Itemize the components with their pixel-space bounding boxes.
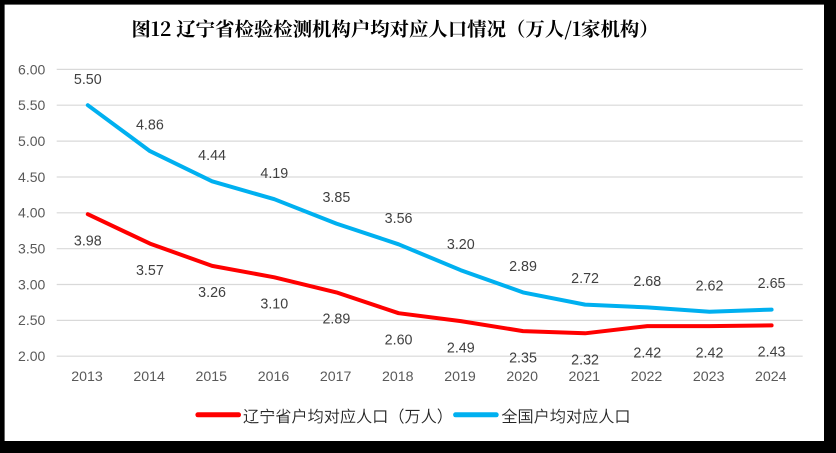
svg-text:4.86: 4.86 [136,118,164,134]
svg-text:2.49: 2.49 [447,340,475,356]
svg-text:2.35: 2.35 [509,350,537,366]
svg-text:2023: 2023 [693,369,725,385]
svg-text:2.32: 2.32 [571,353,599,369]
svg-text:2022: 2022 [631,369,663,385]
svg-text:5.50: 5.50 [74,72,102,88]
svg-text:3.26: 3.26 [198,285,226,301]
svg-text:2018: 2018 [382,369,414,385]
svg-text:2017: 2017 [320,369,352,385]
svg-text:2.89: 2.89 [509,259,537,275]
svg-text:3.85: 3.85 [322,190,350,206]
svg-text:5.50: 5.50 [18,97,45,113]
svg-text:3.50: 3.50 [18,241,45,257]
svg-text:3.10: 3.10 [260,297,288,313]
svg-text:4.00: 4.00 [18,205,45,221]
svg-text:2.65: 2.65 [758,276,786,292]
svg-text:2020: 2020 [506,369,538,385]
svg-text:6.00: 6.00 [18,61,45,77]
svg-text:2.89: 2.89 [322,312,350,328]
svg-text:2.72: 2.72 [571,271,599,287]
svg-text:2015: 2015 [196,369,228,385]
svg-text:2.60: 2.60 [385,332,413,348]
svg-text:3.00: 3.00 [18,276,45,292]
svg-text:3.56: 3.56 [385,211,413,227]
svg-text:2021: 2021 [569,369,601,385]
svg-text:4.19: 4.19 [260,166,288,182]
svg-text:3.98: 3.98 [74,233,102,249]
svg-text:4.44: 4.44 [198,148,226,164]
svg-text:2.62: 2.62 [696,278,724,294]
svg-text:5.00: 5.00 [18,133,45,149]
svg-text:2019: 2019 [444,369,476,385]
svg-text:3.57: 3.57 [136,263,164,279]
svg-text:2014: 2014 [133,369,165,385]
svg-text:2.00: 2.00 [18,348,45,364]
svg-text:2.42: 2.42 [696,345,724,361]
svg-text:2013: 2013 [71,369,103,385]
svg-text:2.42: 2.42 [633,345,661,361]
svg-text:2.68: 2.68 [633,274,661,290]
svg-text:4.50: 4.50 [18,169,45,185]
svg-text:2.43: 2.43 [758,345,786,361]
svg-text:2016: 2016 [258,369,290,385]
svg-text:2.50: 2.50 [18,312,45,328]
svg-text:3.20: 3.20 [447,237,475,253]
svg-text:2024: 2024 [755,369,787,385]
